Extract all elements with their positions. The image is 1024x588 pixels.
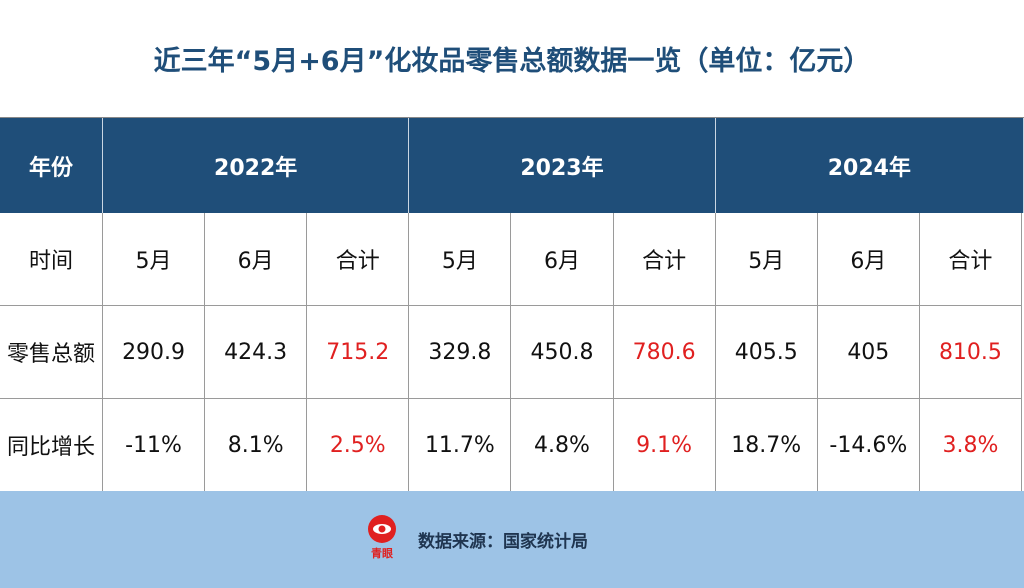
row-label: 同比增长 — [0, 399, 103, 492]
table-cell: 5月 — [103, 213, 206, 306]
table-cell: 450.8 — [511, 306, 614, 399]
table-cell: 780.6 — [613, 306, 716, 399]
table-cell: 3.8% — [919, 399, 1022, 492]
table-cell: 424.3 — [205, 306, 308, 399]
table-cell: 11.7% — [409, 399, 512, 492]
row-label: 时间 — [0, 213, 103, 306]
logo-text: 青眼 — [371, 546, 393, 560]
table-cell: 2.5% — [307, 399, 410, 492]
table-cell: 5月 — [409, 213, 512, 306]
table-cell: 6月 — [205, 213, 308, 306]
table-cell: 290.9 — [103, 306, 206, 399]
header-cell: 2023年 — [409, 118, 716, 213]
table-cell: 5月 — [715, 213, 818, 306]
header-cell: 2024年 — [715, 118, 1024, 213]
table-cell: 715.2 — [307, 306, 410, 399]
table-cell: 8.1% — [205, 399, 308, 492]
table-cell: 329.8 — [409, 306, 512, 399]
table-cell: 9.1% — [613, 399, 716, 492]
table-cell: 合计 — [919, 213, 1022, 306]
table-cell: 合计 — [613, 213, 716, 306]
logo-icon: 青眼 — [368, 515, 396, 560]
table-cell: 405 — [817, 306, 920, 399]
table-title: 近三年“5月+6月”化妆品零售总额数据一览（单位：亿元） — [0, 0, 1024, 118]
footer: 青眼 数据来源：国家统计局 — [0, 491, 1024, 588]
table-cell: 810.5 — [919, 306, 1022, 399]
source-note: 数据来源：国家统计局 — [418, 532, 588, 552]
table-cell: 6月 — [817, 213, 920, 306]
header-cell: 2022年 — [103, 118, 410, 213]
table-cell: -11% — [103, 399, 206, 492]
table-cell: 18.7% — [715, 399, 818, 492]
table-cell: -14.6% — [817, 399, 920, 492]
header-cell: 年份 — [0, 118, 103, 213]
row-label: 零售总额 — [0, 306, 103, 399]
table-cell: 合计 — [307, 213, 410, 306]
table-cell: 405.5 — [715, 306, 818, 399]
table-cell: 6月 — [511, 213, 614, 306]
table-cell: 4.8% — [511, 399, 614, 492]
